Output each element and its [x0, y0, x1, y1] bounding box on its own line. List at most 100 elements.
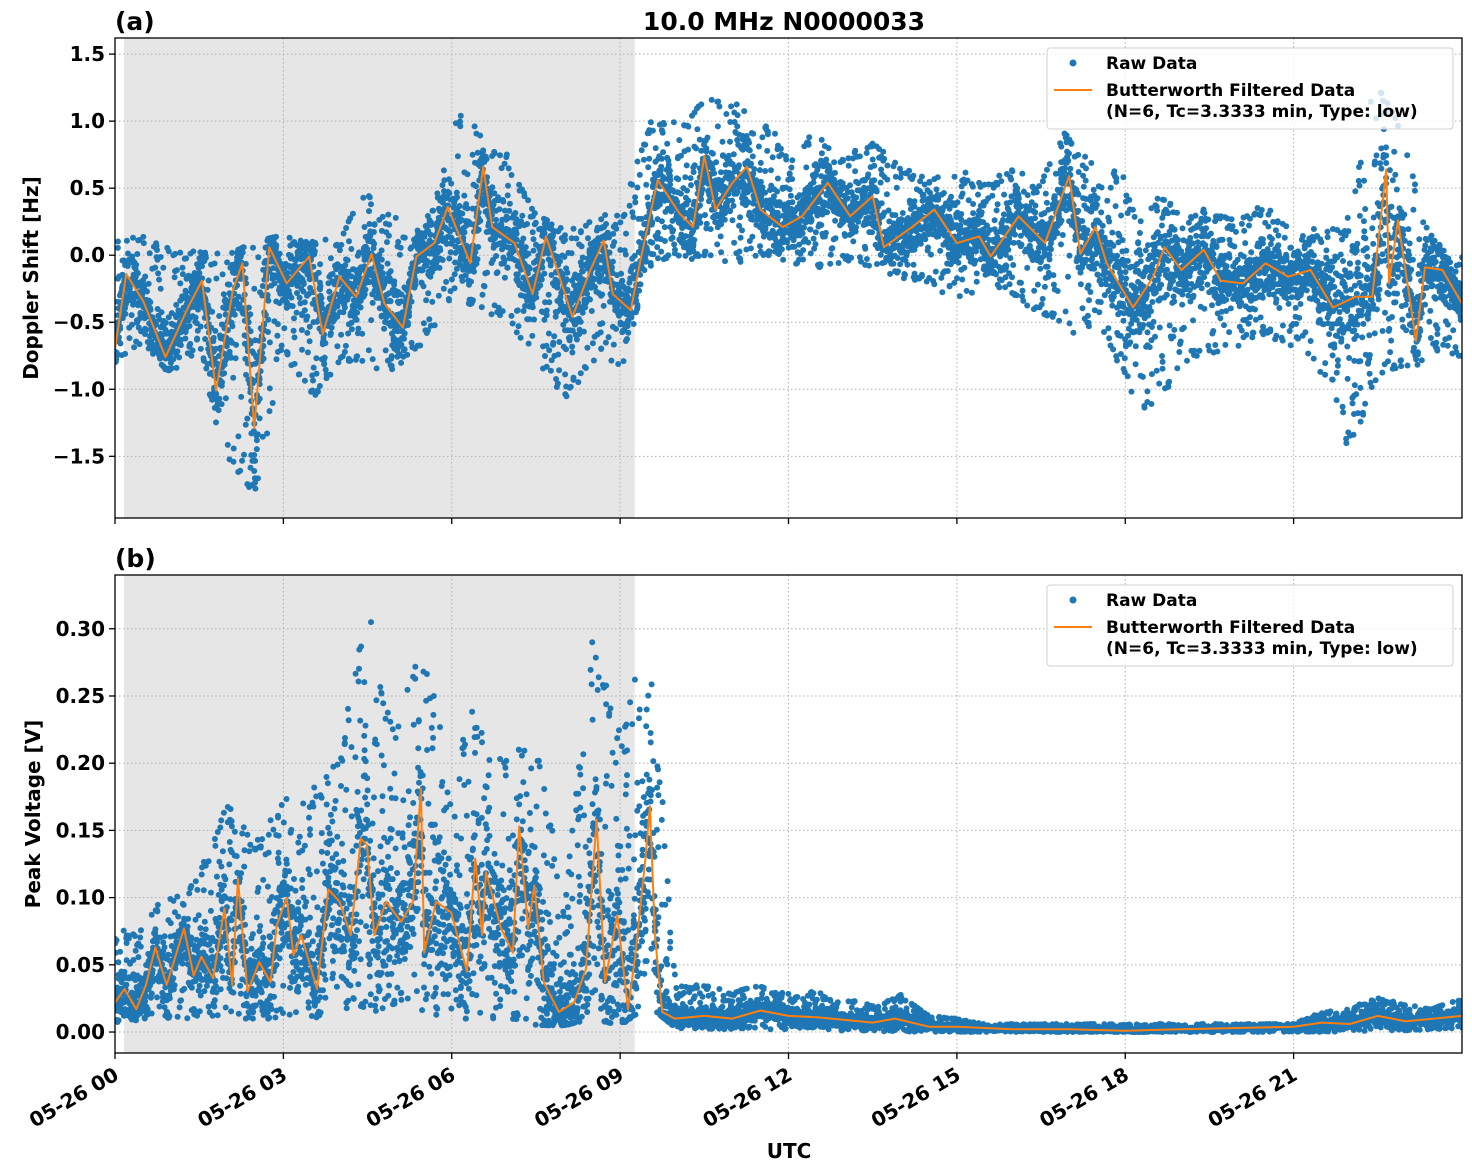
raw-point	[852, 147, 859, 154]
raw-point	[153, 321, 160, 328]
raw-point	[1034, 281, 1041, 288]
raw-point	[322, 366, 329, 373]
raw-point	[1018, 279, 1024, 286]
raw-point	[501, 274, 508, 281]
raw-point	[286, 234, 293, 241]
raw-point	[978, 209, 985, 216]
raw-point	[278, 347, 285, 354]
raw-point	[526, 265, 533, 272]
raw-point	[115, 244, 121, 251]
raw-point	[1007, 174, 1014, 181]
raw-point	[406, 309, 412, 316]
raw-point	[293, 309, 300, 316]
raw-point	[327, 255, 334, 262]
raw-point	[304, 313, 311, 320]
raw-point	[243, 371, 249, 378]
raw-point	[140, 240, 147, 247]
raw-point	[691, 162, 698, 169]
raw-point	[242, 355, 249, 362]
raw-point	[541, 230, 548, 237]
raw-point	[690, 243, 697, 250]
raw-point	[652, 145, 659, 152]
raw-point	[211, 260, 218, 267]
raw-point	[355, 325, 362, 332]
raw-point	[771, 193, 777, 200]
figure-title: 10.0 MHz N0000033	[643, 7, 925, 36]
raw-point	[439, 257, 446, 263]
raw-point	[685, 123, 692, 130]
raw-point	[587, 296, 593, 303]
raw-point	[477, 217, 484, 224]
raw-point	[609, 258, 616, 265]
raw-point	[727, 208, 733, 215]
raw-point	[420, 320, 427, 327]
raw-point	[758, 194, 765, 201]
raw-point	[228, 354, 235, 361]
raw-point	[1000, 211, 1007, 218]
raw-point	[850, 238, 857, 245]
raw-point	[956, 293, 963, 300]
raw-point	[667, 172, 673, 179]
raw-point	[832, 217, 839, 224]
raw-point	[617, 219, 624, 226]
raw-point	[584, 290, 591, 297]
raw-point	[707, 226, 714, 233]
raw-point	[182, 335, 189, 342]
raw-point	[729, 217, 736, 224]
raw-point	[436, 264, 443, 271]
raw-point	[598, 272, 605, 279]
raw-point	[516, 181, 523, 188]
raw-point	[751, 166, 758, 173]
raw-point	[632, 194, 639, 201]
raw-point	[242, 260, 249, 267]
raw-point	[497, 152, 503, 159]
raw-point	[697, 219, 704, 226]
raw-point	[555, 351, 562, 358]
raw-point	[577, 318, 584, 325]
raw-point	[588, 308, 595, 314]
raw-point	[142, 273, 149, 280]
raw-point	[1018, 241, 1025, 248]
raw-point	[569, 343, 576, 350]
raw-point	[734, 137, 741, 143]
raw-point	[464, 205, 471, 212]
raw-point	[973, 278, 980, 285]
raw-point	[245, 304, 252, 311]
raw-point	[212, 327, 219, 334]
raw-point	[202, 254, 209, 261]
raw-point	[682, 174, 689, 181]
raw-point	[881, 155, 888, 162]
raw-point	[677, 190, 684, 197]
raw-point	[1009, 168, 1016, 175]
raw-point	[491, 190, 498, 197]
raw-point	[155, 270, 162, 277]
raw-point	[489, 184, 496, 191]
raw-point	[932, 268, 939, 275]
raw-point	[498, 165, 505, 172]
raw-point	[213, 275, 220, 282]
raw-point	[236, 301, 243, 308]
raw-point	[567, 383, 574, 390]
raw-point	[582, 365, 589, 371]
raw-point	[473, 260, 480, 267]
raw-point	[504, 215, 511, 222]
raw-point	[296, 371, 303, 378]
raw-point	[554, 284, 561, 291]
raw-point	[336, 247, 343, 254]
raw-point	[474, 256, 481, 263]
raw-point	[306, 276, 313, 283]
raw-point	[810, 235, 817, 242]
raw-point	[762, 224, 769, 231]
raw-point	[264, 430, 271, 437]
raw-point	[187, 340, 194, 347]
raw-point	[695, 253, 702, 259]
raw-point	[564, 269, 571, 276]
raw-point	[729, 197, 736, 204]
raw-point	[624, 336, 630, 342]
raw-point	[347, 215, 354, 222]
raw-point	[525, 250, 532, 257]
raw-point	[353, 316, 360, 323]
raw-point	[334, 343, 341, 350]
raw-point	[287, 252, 294, 259]
raw-point	[665, 252, 672, 259]
